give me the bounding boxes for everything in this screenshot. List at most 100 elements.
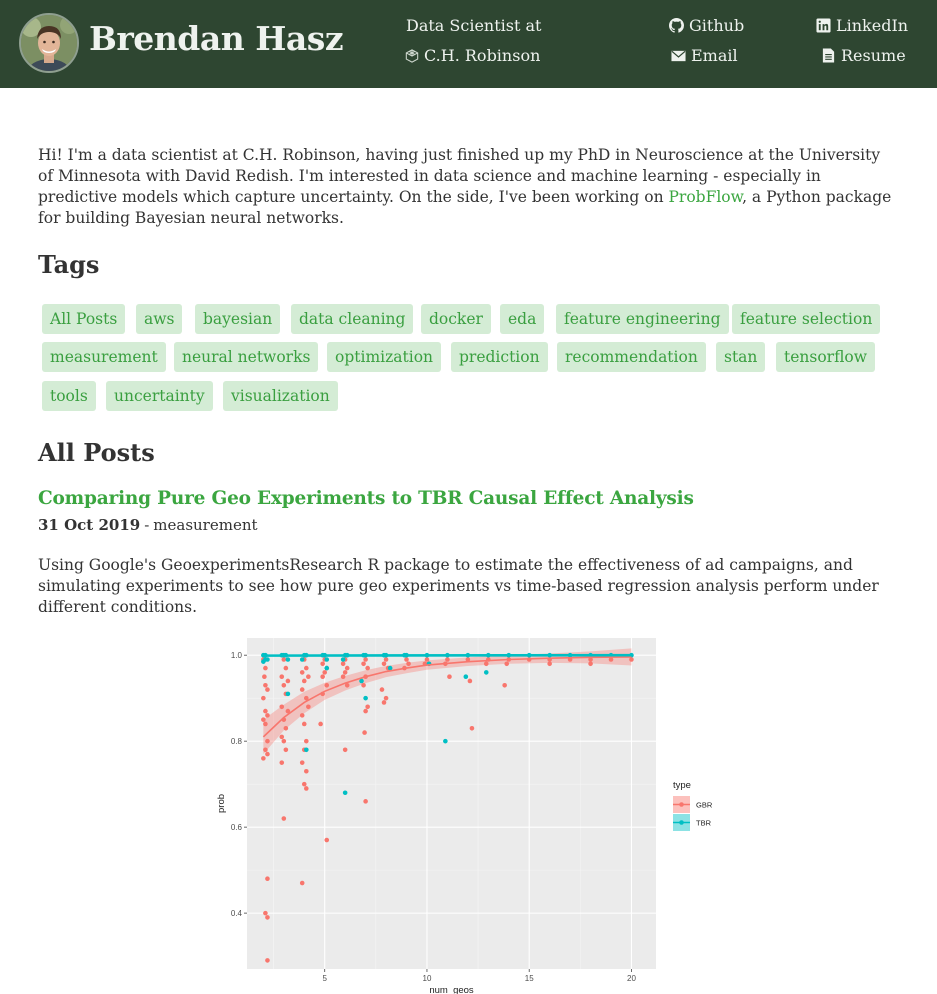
gbr-point xyxy=(306,704,311,710)
tag-all-posts[interactable]: All Posts xyxy=(42,304,126,334)
email-link[interactable]: Email xyxy=(671,46,738,65)
post-meta: 31 Oct 2019- measurement xyxy=(38,516,258,534)
job-title-text: Data Scientist at xyxy=(406,16,542,35)
site-title[interactable]: Brendan Hasz xyxy=(89,19,344,58)
gbr-point xyxy=(301,781,307,787)
gbr-point xyxy=(363,708,368,714)
site-header: Brendan Hasz Data Scientist at C.H. Robi… xyxy=(0,0,937,88)
gbr-point xyxy=(263,747,268,753)
legend-label: GBR xyxy=(696,801,713,810)
meta-separator: - xyxy=(144,516,150,534)
linkedin-link[interactable]: LinkedIn xyxy=(816,16,908,35)
tag-data-cleaning[interactable]: data cleaning xyxy=(291,304,414,334)
tag-feature-selection[interactable]: feature selection xyxy=(732,304,881,334)
tag-visualization[interactable]: visualization xyxy=(223,381,338,411)
tag-aws[interactable]: aws xyxy=(136,304,183,334)
company-link[interactable]: C.H. Robinson xyxy=(404,46,540,65)
gbr-point xyxy=(324,682,330,688)
gbr-point xyxy=(265,751,270,757)
gbr-point xyxy=(299,670,305,675)
legend-title: type xyxy=(673,780,691,791)
y-tick-label: 0.4 xyxy=(231,909,243,918)
legend-key-point xyxy=(679,820,684,825)
gbr-point xyxy=(261,756,266,761)
gbr-point xyxy=(320,674,325,679)
gbr-point xyxy=(365,665,370,671)
gbr-point xyxy=(265,915,270,920)
tag-measurement[interactable]: measurement xyxy=(42,342,166,372)
tbr-point xyxy=(304,747,309,753)
gbr-point xyxy=(263,721,268,727)
gbr-point xyxy=(265,738,270,744)
github-link[interactable]: Github xyxy=(669,16,744,35)
gbr-point xyxy=(285,678,291,684)
tbr-point xyxy=(483,670,489,675)
gbr-point xyxy=(304,665,309,671)
gbr-point xyxy=(304,695,309,701)
gbr-point xyxy=(383,657,389,662)
tag-optimization[interactable]: optimization xyxy=(327,342,442,372)
y-tick-label: 0.8 xyxy=(231,737,243,746)
gbr-point xyxy=(379,687,385,692)
gbr-point xyxy=(304,786,309,791)
gbr-fit-line xyxy=(262,656,632,738)
gbr-point xyxy=(304,768,309,774)
y-tick-label: 0.6 xyxy=(231,823,243,832)
legend-key-point xyxy=(679,802,684,807)
tbr-point xyxy=(359,678,364,684)
tag-recommendation[interactable]: recommendation xyxy=(557,342,706,372)
company-name: C.H. Robinson xyxy=(424,46,541,65)
gbr-point xyxy=(279,704,285,710)
tag-uncertainty[interactable]: uncertainty xyxy=(106,381,213,411)
gbr-point xyxy=(381,661,387,667)
gbr-point xyxy=(281,816,287,821)
gbr-point xyxy=(324,837,330,843)
tag-stan[interactable]: stan xyxy=(716,342,766,372)
gbr-point xyxy=(383,695,389,701)
post-tag[interactable]: measurement xyxy=(153,516,258,534)
probflow-link[interactable]: ProbFlow xyxy=(668,188,743,206)
tbr-point xyxy=(363,695,368,701)
avatar[interactable] xyxy=(19,13,79,73)
gbr-point xyxy=(502,682,507,688)
job-title: Data Scientist at xyxy=(406,16,541,35)
post-figure[interactable]: 5 10 15 20 0.4 0.6 0.8 1.0 num_geos prob type GBR TB… xyxy=(200,630,740,994)
tag-eda[interactable]: eda xyxy=(500,304,545,334)
post-title-link[interactable]: Comparing Pure Geo Experiments to TBR Ca… xyxy=(38,488,694,509)
tbr-point xyxy=(299,657,305,662)
email-label: Email xyxy=(691,46,738,65)
resume-link[interactable]: Resume xyxy=(821,46,906,65)
plot-panel xyxy=(247,638,656,969)
tag-tools[interactable]: tools xyxy=(42,381,96,411)
tbr-point xyxy=(443,738,448,744)
gbr-point xyxy=(304,738,309,744)
x-tick-label: 15 xyxy=(525,974,534,983)
tag-docker[interactable]: docker xyxy=(421,304,491,334)
tag-feature-engineering[interactable]: feature engineering xyxy=(556,304,729,334)
gbr-point xyxy=(547,661,552,667)
gbr-point xyxy=(299,713,305,718)
tbr-point xyxy=(285,691,291,697)
gbr-point xyxy=(363,799,368,804)
gbr-point xyxy=(344,665,350,671)
intro-paragraph: Hi! I'm a data scientist at C.H. Robinso… xyxy=(38,145,898,229)
gbr-point xyxy=(342,747,348,753)
gbr-point xyxy=(342,670,348,675)
tag-neural-networks[interactable]: neural networks xyxy=(174,342,319,372)
gbr-point xyxy=(365,704,370,710)
gbr-point xyxy=(588,661,593,667)
tag-tensorflow[interactable]: tensorflow xyxy=(776,342,876,372)
gbr-point xyxy=(469,725,475,731)
posts-heading: All Posts xyxy=(38,438,155,467)
gbr-point xyxy=(263,910,268,916)
tag-bayesian[interactable]: bayesian xyxy=(195,304,281,334)
tbr-point xyxy=(261,659,266,664)
gbr-point xyxy=(283,725,289,731)
gbr-point xyxy=(445,657,450,662)
tag-prediction[interactable]: prediction xyxy=(451,342,548,372)
gbr-point xyxy=(279,674,285,679)
gbr-point xyxy=(283,665,289,671)
gbr-point xyxy=(283,747,289,753)
gbr-point xyxy=(504,661,510,667)
linkedin-label: LinkedIn xyxy=(836,16,909,35)
